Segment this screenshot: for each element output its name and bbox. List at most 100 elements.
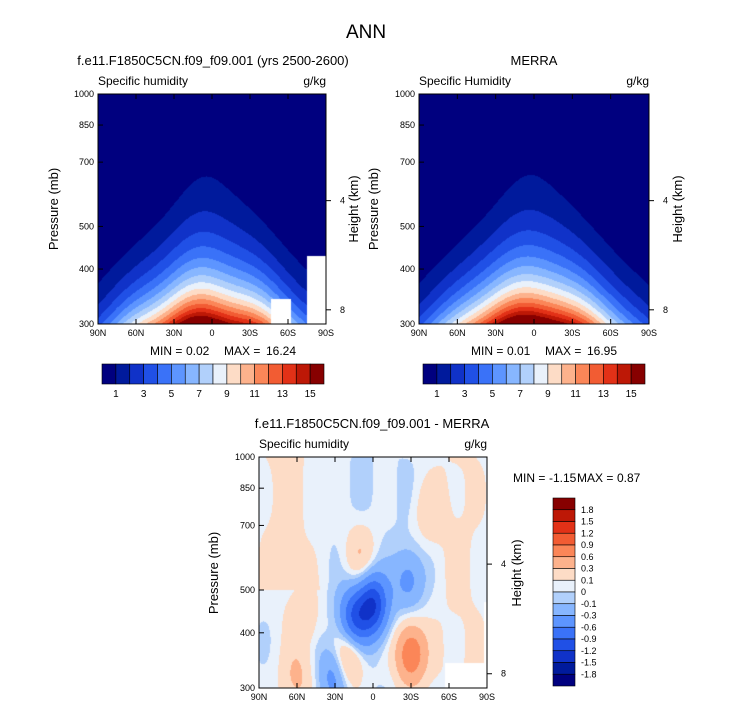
variable-label: Specific humidity — [259, 437, 349, 451]
colorbar-label: 7 — [196, 389, 202, 400]
colorbar-swatch — [552, 603, 576, 616]
colorbar-label: 11 — [570, 389, 581, 400]
x-tick-label: 30S — [564, 328, 580, 338]
colorbar-label: 0 — [581, 587, 586, 597]
colorbar-swatch — [309, 363, 325, 385]
colorbar-label: 0.6 — [581, 552, 594, 562]
colorbar-swatch — [552, 626, 576, 640]
x-tick-label: 90S — [641, 328, 657, 338]
min-value: 0.01 — [507, 344, 531, 358]
colorbar-swatch — [101, 363, 117, 385]
x-tick-label: 90N — [411, 328, 428, 338]
colorbar-label: 1 — [434, 389, 440, 400]
colorbar-swatch — [533, 363, 549, 385]
axis-ticks: 90N 60N 30N 0 30S 60S 90S 300 400 500 700 850 1000 8 4 — [395, 89, 668, 338]
units-label: g/kg — [626, 74, 649, 88]
colorbar-swatch — [143, 363, 158, 385]
colorbar-label: 0.3 — [581, 564, 594, 574]
x-tick-label: 90N — [90, 328, 107, 338]
colorbar-swatch — [268, 363, 283, 385]
colorbar-swatch — [115, 363, 131, 385]
colorbar-label: 1.5 — [581, 517, 594, 527]
colorbar-swatch — [492, 363, 507, 385]
colorbar-swatch — [552, 638, 576, 652]
x-tick-label: 0 — [531, 328, 536, 338]
colorbar-label: -0.6 — [581, 622, 597, 632]
axis-ticks: 90N 60N 30N 0 30S 60S 90S 300 400 500 700 850 1000 8 4 — [235, 452, 506, 702]
colorbar-swatch — [552, 615, 576, 628]
colorbar-swatch — [616, 363, 632, 385]
colorbar-swatch — [436, 363, 452, 385]
x-tick-label: 60N — [289, 692, 306, 702]
colorbar-swatch — [422, 363, 438, 385]
heatmap-image — [98, 94, 326, 324]
colorbar-label: 5 — [169, 389, 175, 400]
colorbar-swatch — [171, 363, 186, 385]
panel-model: f.e11.F1850C5CN.f09_f09.001 (yrs 2500-26… — [46, 53, 361, 358]
y-axis-label-right: Height (km) — [670, 175, 685, 242]
colorbar-label: 1 — [113, 389, 119, 400]
y-tick-label: 700 — [79, 157, 94, 167]
colorbar-swatch — [552, 568, 576, 581]
colorbar-swatch — [478, 363, 493, 385]
x-tick-label: 90S — [479, 692, 495, 702]
plot-area — [418, 93, 650, 325]
colorbar-swatch — [552, 673, 576, 687]
colorbar-swatch — [295, 363, 311, 385]
height-tick-label: 8 — [501, 669, 506, 679]
y-tick-label: 300 — [400, 319, 415, 329]
x-tick-label: 60S — [603, 328, 619, 338]
colorbar-label: -0.9 — [581, 634, 597, 644]
y-tick-label: 1000 — [395, 89, 415, 99]
x-tick-label: 90N — [251, 692, 268, 702]
colorbar-swatch — [212, 363, 228, 385]
colorbar-swatch — [552, 591, 576, 605]
min-value: 0.02 — [186, 344, 210, 358]
variable-label: Specific Humidity — [419, 74, 511, 88]
x-tick-label: 60S — [280, 328, 296, 338]
colorbar-swatch — [254, 363, 269, 385]
colorbar-swatch — [282, 363, 297, 385]
y-tick-label: 400 — [240, 628, 255, 638]
x-tick-label: 60S — [441, 692, 457, 702]
panel-merra: MERRA Specific Humidity g/kg 90N 60N 30N 0 3… — [366, 53, 685, 358]
y-axis-label-left: Pressure (mb) — [366, 168, 381, 250]
colorbar-label: -1.2 — [581, 646, 597, 656]
height-tick-label: 4 — [340, 196, 345, 206]
panel-difference: f.e11.F1850C5CN.f09_f09.001 - MERRA Spec… — [206, 416, 641, 702]
max-label: MAX = — [224, 344, 260, 358]
x-tick-label: 90S — [318, 328, 334, 338]
colorbar-label: -1.8 — [581, 669, 597, 679]
y-tick-label: 850 — [240, 483, 255, 493]
units-label: g/kg — [464, 437, 487, 451]
y-tick-label: 1000 — [235, 452, 255, 462]
x-tick-label: 30N — [166, 328, 183, 338]
y-axis-label-left: Pressure (mb) — [206, 532, 221, 614]
colorbar-swatch — [552, 521, 576, 534]
x-tick-label: 60N — [128, 328, 145, 338]
min-label: MIN = — [471, 344, 503, 358]
axis-ticks: 90N 60N 30N 0 30S 60S 90S 300 400 500 700 850 1000 8 4 — [74, 89, 345, 338]
colorbar-label: 15 — [626, 389, 638, 400]
variable-label: Specific humidity — [98, 74, 188, 88]
y-tick-label: 700 — [240, 520, 255, 530]
min-label: MIN = — [150, 344, 182, 358]
colorbar-label: 1.8 — [581, 505, 594, 515]
x-tick-label: 30N — [327, 692, 344, 702]
colorbar-swatch — [552, 509, 576, 522]
colorbar-label: 11 — [249, 389, 260, 400]
colorbar-label: 1.2 — [581, 528, 594, 538]
heatmap-image — [259, 457, 487, 688]
x-tick-label: 30S — [403, 692, 419, 702]
colorbar-label: 13 — [277, 389, 289, 400]
colorbar-merra: 1 3 5 7 9 11 13 15 — [422, 363, 646, 400]
colorbar-swatch — [589, 363, 604, 385]
y-tick-label: 400 — [400, 264, 415, 274]
colorbar-label: 9 — [545, 389, 551, 400]
y-tick-label: 850 — [79, 120, 94, 130]
colorbar-label: 3 — [141, 389, 147, 400]
colorbar-swatch — [552, 532, 576, 546]
max-value: 16.95 — [587, 344, 617, 358]
colorbar-swatch — [226, 363, 242, 385]
y-tick-label: 500 — [79, 221, 94, 231]
